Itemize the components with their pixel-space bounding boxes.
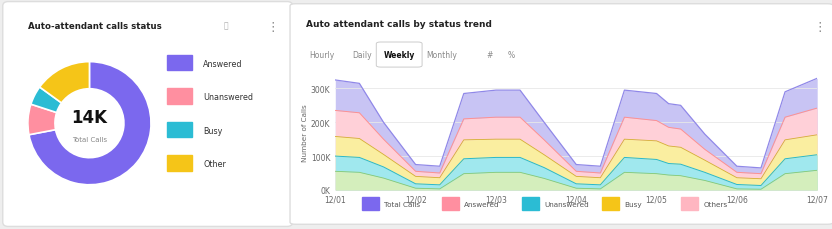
Text: ⓘ: ⓘ — [224, 21, 228, 30]
Text: Busy: Busy — [203, 126, 223, 135]
Text: Others: Others — [704, 201, 728, 207]
Text: 14K: 14K — [72, 109, 107, 126]
Bar — [522, 197, 538, 210]
Text: Auto attendant calls by status trend: Auto attendant calls by status trend — [306, 20, 492, 29]
Text: Unanswered: Unanswered — [544, 201, 589, 207]
Bar — [442, 197, 458, 210]
Text: Monthly: Monthly — [426, 51, 458, 60]
Text: %: % — [508, 51, 514, 60]
Text: Answered: Answered — [203, 60, 243, 68]
Text: Total Calls: Total Calls — [72, 136, 107, 142]
Wedge shape — [31, 88, 62, 113]
Text: Weekly: Weekly — [384, 51, 415, 60]
FancyBboxPatch shape — [2, 3, 293, 226]
Text: Other: Other — [203, 160, 226, 169]
Bar — [167, 122, 192, 138]
Text: ⋮: ⋮ — [267, 21, 280, 34]
FancyBboxPatch shape — [376, 43, 422, 68]
Wedge shape — [29, 62, 151, 185]
Bar — [167, 156, 192, 171]
Bar — [167, 55, 192, 71]
Text: Hourly: Hourly — [310, 51, 334, 60]
Bar — [167, 89, 192, 104]
Text: Auto-attendant calls status: Auto-attendant calls status — [27, 22, 161, 31]
Wedge shape — [27, 105, 57, 135]
Bar — [362, 197, 379, 210]
Text: Answered: Answered — [464, 201, 500, 207]
FancyBboxPatch shape — [290, 5, 832, 224]
Text: Unanswered: Unanswered — [203, 93, 254, 102]
Text: ⋮: ⋮ — [814, 21, 826, 34]
Y-axis label: Number of Calls: Number of Calls — [302, 104, 308, 162]
Text: #: # — [487, 51, 493, 60]
Text: Daily: Daily — [352, 51, 372, 60]
Bar — [681, 197, 698, 210]
Text: Total Calls: Total Calls — [384, 201, 420, 207]
Wedge shape — [40, 62, 90, 104]
Bar — [602, 197, 618, 210]
Text: Busy: Busy — [624, 201, 641, 207]
